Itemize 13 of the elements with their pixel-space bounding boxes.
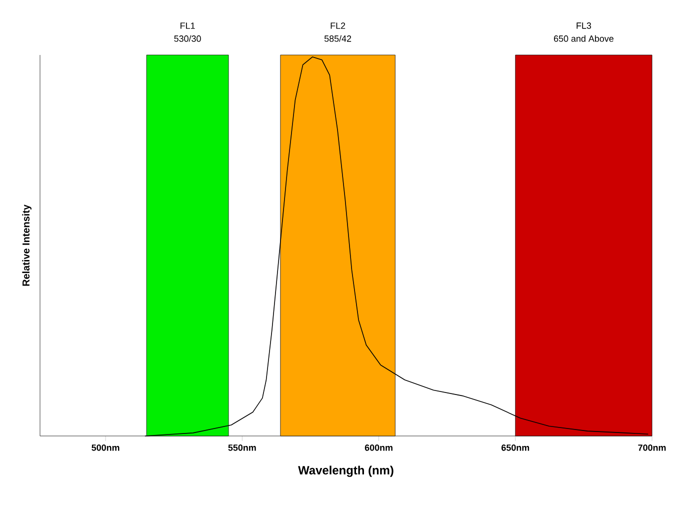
- x-axis-title: Wavelength (nm): [298, 466, 394, 477]
- x-tick-label: 500nm: [92, 444, 120, 451]
- x-tick-label: 600nm: [364, 444, 392, 451]
- band-label: FL3: [576, 22, 592, 29]
- x-tick-label: 550nm: [228, 444, 256, 451]
- x-tick-label: 700nm: [638, 444, 666, 451]
- x-tick-label: 650nm: [502, 444, 530, 451]
- band-label: FL2: [330, 22, 346, 29]
- text: 585/42: [324, 35, 352, 42]
- text: 530/30: [174, 35, 201, 42]
- text: 650 and Above: [554, 35, 614, 42]
- y-axis-title: Relative Intensity: [22, 204, 32, 286]
- band-label: FL1: [180, 22, 195, 29]
